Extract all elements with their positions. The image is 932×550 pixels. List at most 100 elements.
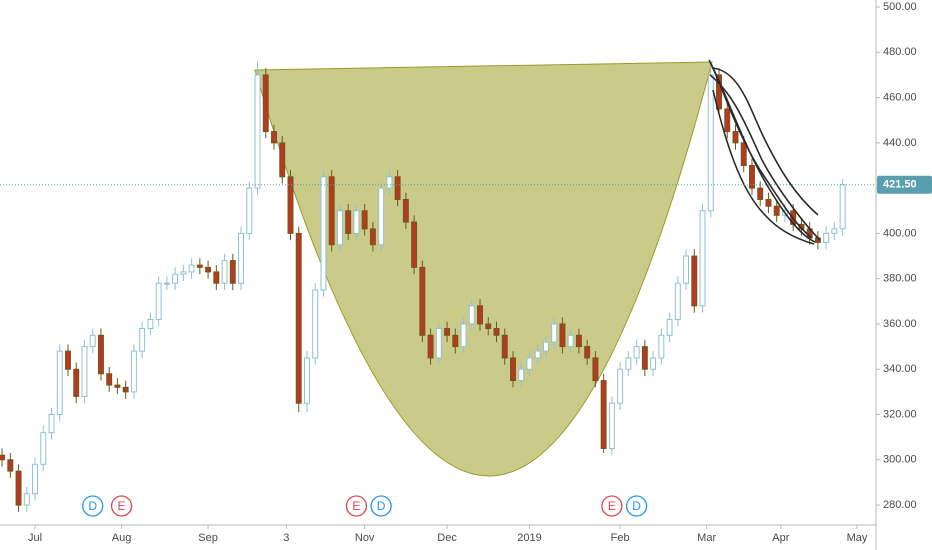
candle-body <box>749 164 755 189</box>
y-tick-label: 320.00 <box>883 408 917 420</box>
candle-body <box>534 350 541 359</box>
candle-body <box>56 350 63 416</box>
candle-body <box>732 131 739 144</box>
candle-body <box>271 131 277 144</box>
candle-body <box>279 142 286 178</box>
candle-body <box>369 228 376 246</box>
candle-body <box>501 334 508 359</box>
candle-body <box>48 414 55 434</box>
event-marker <box>110 495 133 517</box>
x-tick-label: Dec <box>437 532 457 544</box>
candle-body <box>221 260 228 284</box>
candle-body <box>765 198 772 207</box>
candle-body <box>188 264 195 273</box>
candle-body <box>740 142 747 166</box>
x-tick-label: Jul <box>28 532 42 544</box>
event-label: E <box>352 499 360 513</box>
candle-body <box>674 282 681 320</box>
event-label: D <box>88 499 97 513</box>
candle-body <box>575 334 582 348</box>
x-tick-label: 2019 <box>517 532 541 544</box>
candle-body <box>699 210 706 307</box>
x-tick-label: Sep <box>198 532 218 544</box>
candle-body <box>724 108 731 133</box>
event-label: D <box>377 499 386 513</box>
candle-body <box>205 266 212 273</box>
candle-body <box>757 187 764 200</box>
y-tick-label: 360.00 <box>883 318 917 330</box>
candle-body <box>73 368 80 397</box>
candle-body <box>163 282 170 285</box>
candle-body <box>139 327 146 352</box>
candle-body <box>551 323 558 343</box>
candle-body <box>361 210 368 230</box>
x-tick-label: Apr <box>772 532 789 544</box>
candle-body <box>839 184 846 230</box>
x-tick-label: Mar <box>697 532 716 544</box>
candle-body <box>460 323 467 348</box>
candle-body <box>196 264 203 268</box>
candle-body <box>477 305 484 325</box>
candle-body <box>213 271 220 284</box>
candle-body <box>452 334 459 348</box>
candle-body <box>295 232 302 404</box>
candle-body <box>89 334 96 348</box>
candle-body <box>559 323 566 348</box>
candle-body <box>32 463 38 495</box>
x-tick-label: 3 <box>283 532 289 544</box>
candle-body <box>435 327 442 359</box>
curve <box>712 89 815 245</box>
candle-body <box>518 368 525 382</box>
candle-body <box>600 380 607 449</box>
candle-body <box>40 432 47 465</box>
candle-body <box>229 260 236 284</box>
candles <box>0 61 846 512</box>
candle-body <box>419 266 426 336</box>
candle-body <box>7 459 14 472</box>
candle-body <box>617 368 624 404</box>
curve <box>709 74 821 241</box>
candle-body <box>444 327 451 336</box>
last-price-label: 421.50 <box>883 179 917 191</box>
candle-body <box>485 323 492 329</box>
candle-body <box>707 74 714 212</box>
x-tick-label: Aug <box>112 532 132 544</box>
candle-body <box>592 357 599 382</box>
candle-body <box>254 74 261 189</box>
hand-drawn-curves <box>708 59 821 245</box>
candle-body <box>650 357 657 370</box>
candle-body <box>246 187 253 234</box>
candle-body <box>831 228 838 234</box>
curve <box>711 67 819 216</box>
event-label: E <box>608 499 616 513</box>
event-marker <box>82 495 104 517</box>
candle-body <box>542 341 549 352</box>
last-price-box <box>877 175 932 194</box>
y-tick-label: 480.00 <box>883 46 917 58</box>
candle-body <box>608 402 615 449</box>
y-tick-label: 340.00 <box>883 363 917 375</box>
candle-body <box>106 373 113 386</box>
candle-body <box>320 176 327 291</box>
candle-body <box>625 357 632 370</box>
candle-body <box>633 346 640 359</box>
candle-body <box>353 210 360 234</box>
event-marker <box>345 495 368 517</box>
curve <box>710 63 816 243</box>
candle-body <box>641 346 648 370</box>
candle-body <box>411 221 418 268</box>
candle-body <box>716 74 722 110</box>
candle-body <box>378 187 385 246</box>
candle-body <box>691 255 698 307</box>
candle-body <box>394 176 401 200</box>
x-tick-label: Feb <box>611 532 630 544</box>
y-tick-label: 440.00 <box>883 137 917 149</box>
candle-body <box>114 384 121 388</box>
event-label: E <box>118 499 126 513</box>
y-tick-label: 280.00 <box>883 499 917 511</box>
candle-body <box>510 357 516 382</box>
candle-body <box>567 334 574 348</box>
candle-body <box>97 334 104 375</box>
